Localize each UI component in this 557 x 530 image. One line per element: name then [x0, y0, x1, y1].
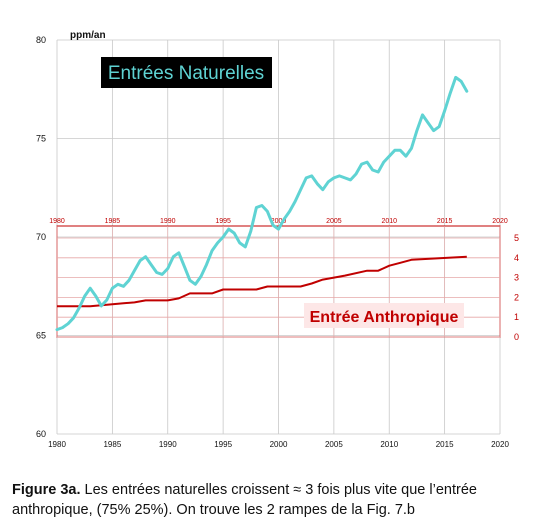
inset-grid: [56, 226, 501, 338]
series-line-entrees-naturelles: [55, 75, 469, 332]
inset-x-tick-label: 2015: [437, 218, 453, 225]
main-x-tick-label: 2010: [380, 440, 398, 449]
inset-y-tick-label: 0: [514, 332, 519, 342]
chart-title-anthropique: Entrée Anthropique: [310, 309, 459, 326]
main-x-tick-label: 2015: [436, 440, 454, 449]
inset-chart: 0 1 2 3 4 5 1980 1985 1990 1995 2000 2005 2010 2015 2…: [49, 218, 519, 342]
inset-x-tick-label: 2000: [271, 218, 287, 225]
inset-x-tick-label: 1980: [49, 218, 65, 225]
main-x-tick-label: 1990: [159, 440, 177, 449]
main-y-tick-label: 75: [36, 134, 46, 144]
figure-caption: Figure 3a. Les entrées naturelles croiss…: [12, 480, 552, 520]
series-line-entree-anthropique: [57, 255, 467, 308]
inset-x-tick-label: 2010: [381, 218, 397, 225]
inset-x-tick-label: 1990: [160, 218, 176, 225]
inset-x-axis-ticks: 1980 1985 1990 1995 2000 2005 2010 2015 2020: [49, 218, 508, 225]
inset-x-tick-label: 2005: [326, 218, 342, 225]
title-background: [101, 57, 272, 88]
inset-label-background: [304, 303, 464, 328]
main-y-tick-label: 65: [36, 331, 46, 341]
main-x-tick-label: 2005: [325, 440, 343, 449]
main-y-tick-label: 60: [36, 429, 46, 439]
chart-title-naturelles: Entrées Naturelles: [108, 63, 264, 84]
main-x-tick-label: 1985: [103, 440, 121, 449]
main-y-axis-label: ppm/an: [70, 30, 106, 41]
inset-y-tick-label: 1: [514, 312, 519, 322]
inset-x-tick-label: 1995: [215, 218, 231, 225]
main-x-tick-label: 2020: [491, 440, 509, 449]
inset-y-axis-ticks: 0 1 2 3 4 5: [514, 233, 519, 342]
caption-text: Les entrées naturelles croissent ≈ 3 foi…: [12, 482, 477, 518]
inset-y-tick-label: 5: [514, 233, 519, 243]
chart: 60 65 70 75 80 1980 1985 1990 1995 2000 2005 2010 2…: [36, 30, 519, 449]
inset-y-tick-label: 2: [514, 292, 519, 302]
caption-lead: Figure 3a.: [12, 482, 81, 498]
main-y-tick-label: 80: [36, 35, 46, 45]
inset-y-tick-label: 4: [514, 253, 519, 263]
inset-x-tick-label: 1985: [105, 218, 121, 225]
main-x-tick-label: 1980: [48, 440, 66, 449]
series-layer: [55, 75, 469, 332]
inset-y-tick-label: 3: [514, 273, 519, 283]
inset-x-tick-label: 2020: [492, 218, 508, 225]
main-y-tick-label: 70: [36, 232, 46, 242]
main-x-tick-label: 1995: [214, 440, 232, 449]
main-y-axis-ticks: 60 65 70 75 80: [36, 35, 46, 439]
main-x-tick-label: 2000: [270, 440, 288, 449]
main-x-axis-ticks: 1980 1985 1990 1995 2000 2005 2010 2015 2020: [48, 440, 509, 449]
